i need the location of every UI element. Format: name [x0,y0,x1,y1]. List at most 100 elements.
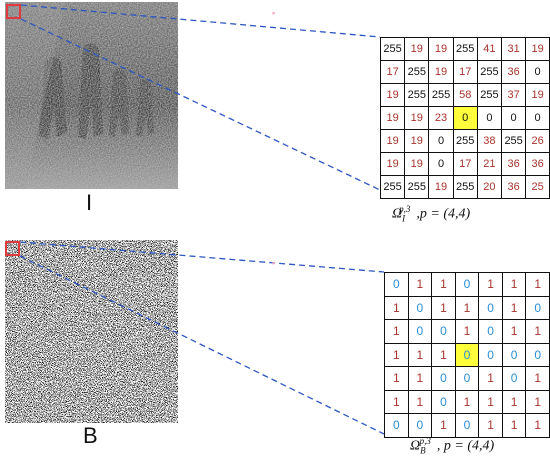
grid-i-cell: 17 [452,152,478,176]
grid-b-cell: 0 [525,295,550,320]
grid-b-cell: 1 [431,295,456,320]
grid-i-cell: 19 [428,175,454,199]
grid-b-cell: 0 [384,413,409,438]
grid-i-cell: 0 [525,60,550,84]
grid-i-row: 17 255 19 17 255 36 0 [379,60,550,84]
grid-b-cell: 1 [384,319,409,344]
grid-i-cell: 255 [404,60,430,84]
grid-i-cell: 21 [476,152,503,176]
grid-i-cell: 0 [452,106,478,130]
grid-b-cell: 1 [501,295,527,320]
grid-i-cell: 255 [476,60,503,84]
grid-b-cell: 1 [407,389,433,414]
grid-i-cell: 17 [452,60,478,84]
grid-i-cell: 19 [428,37,454,61]
connector-line-top-upper [20,4,381,38]
grid-i-cell: 19 [428,60,454,84]
image-label-b: B [83,423,98,448]
grid-b-cell: 1 [525,272,550,297]
grid-i-cell: 23 [428,106,454,130]
grid-i-cell: 36 [501,152,527,176]
grid-b-cell: 0 [407,413,433,438]
grid-i-row: 255 255 19 255 20 36 25 [379,175,550,199]
connector-line-bottom-upper [19,241,385,273]
grid-i-cell: 255 [452,175,478,199]
grid-b-cell: 0 [501,366,527,391]
caption-b-sub: B [420,445,426,456]
grid-b-cell: 1 [478,366,503,391]
grid-i-row: 255 19 19 255 41 31 19 [379,37,550,61]
connector-line-top-lower [20,18,381,191]
grid-i-cell: 25 [525,175,550,199]
grid-i-cell: 255 [379,37,406,61]
grid-b-cell: 1 [454,295,480,320]
grid-b-cell: 1 [478,389,503,414]
grid-i-cell: 19 [525,37,550,61]
grid-i-cell: 255 [404,83,430,107]
grid-b-cell: 1 [478,272,503,297]
grid-i-row: 19 19 0 255 38 255 26 [379,129,550,153]
grid-b-cell: 1 [525,366,550,391]
grid-b-cell: 1 [384,295,409,320]
grid-i-row: 19 255 255 58 255 37 19 [379,83,550,107]
grid-b-cell: 0 [525,342,550,367]
noisy-image-i-svg [5,2,178,189]
grid-i-cell: 19 [404,152,430,176]
grid-i-cell: 0 [428,129,454,153]
grid-b-cell: 1 [501,413,527,438]
grid-i-row: 19 19 23 0 0 0 0 [379,106,550,130]
grid-i-cell: 17 [379,60,406,84]
grid-i-cell: 0 [525,106,550,130]
caption-b: ΩBp,3 , p = (4,4) [410,436,494,455]
grid-b-cell: 0 [431,319,456,344]
grid-i-row: 19 19 0 17 21 36 36 [379,152,550,176]
neighborhood-grid-i: 255 19 19 255 41 31 19 17 255 19 17 255 36 0 19 255 255 5… [379,37,550,199]
caption-b-symbol: Ω [410,438,421,454]
grid-b-cell: 0 [478,319,503,344]
grid-b-cell: 1 [454,389,480,414]
grid-b-cell: 1 [384,366,409,391]
caption-b-sup: p,3 [419,436,431,446]
grid-i-cell: 26 [525,129,550,153]
grid-b-cell: 0 [407,319,433,344]
caption-i-symbol: Ω [392,206,403,222]
grid-b-cell: 0 [454,413,480,438]
grid-b-cell: 1 [454,319,480,344]
caption-i: ΩIp,3 ,p = (4,4) [392,204,470,223]
grid-i-cell: 19 [525,83,550,107]
zoom-region-i [6,4,21,19]
grid-b-cell: 0 [431,389,456,414]
grid-i-cell: 36 [501,60,527,84]
grid-i-cell: 255 [476,83,503,107]
grid-i-cell: 19 [379,129,406,153]
grid-b-cell: 1 [501,319,527,344]
grid-i-cell: 255 [428,83,454,107]
grid-i-cell: 58 [452,83,478,107]
grid-i-cell: 19 [404,129,430,153]
grid-i-cell: 0 [476,106,503,130]
grid-i-cell: 255 [452,129,478,153]
caption-i-sup: p,3 [399,204,411,214]
grid-b-cell: 1 [431,413,456,438]
grid-i-cell: 19 [379,83,406,107]
grid-i-cell: 255 [501,129,527,153]
grid-b-cell: 1 [525,389,550,414]
grid-i-cell: 255 [452,37,478,61]
grid-b-cell: 1 [478,413,503,438]
grid-b-cell: 1 [525,319,550,344]
grid-i-cell: 41 [476,37,503,61]
grid-b-cell: 0 [384,272,409,297]
caption-i-tail: ,p = (4,4) [416,206,471,222]
noisy-image-i [5,2,178,189]
grid-b-cell: 0 [454,342,480,367]
grid-b-cell: 0 [501,342,527,367]
